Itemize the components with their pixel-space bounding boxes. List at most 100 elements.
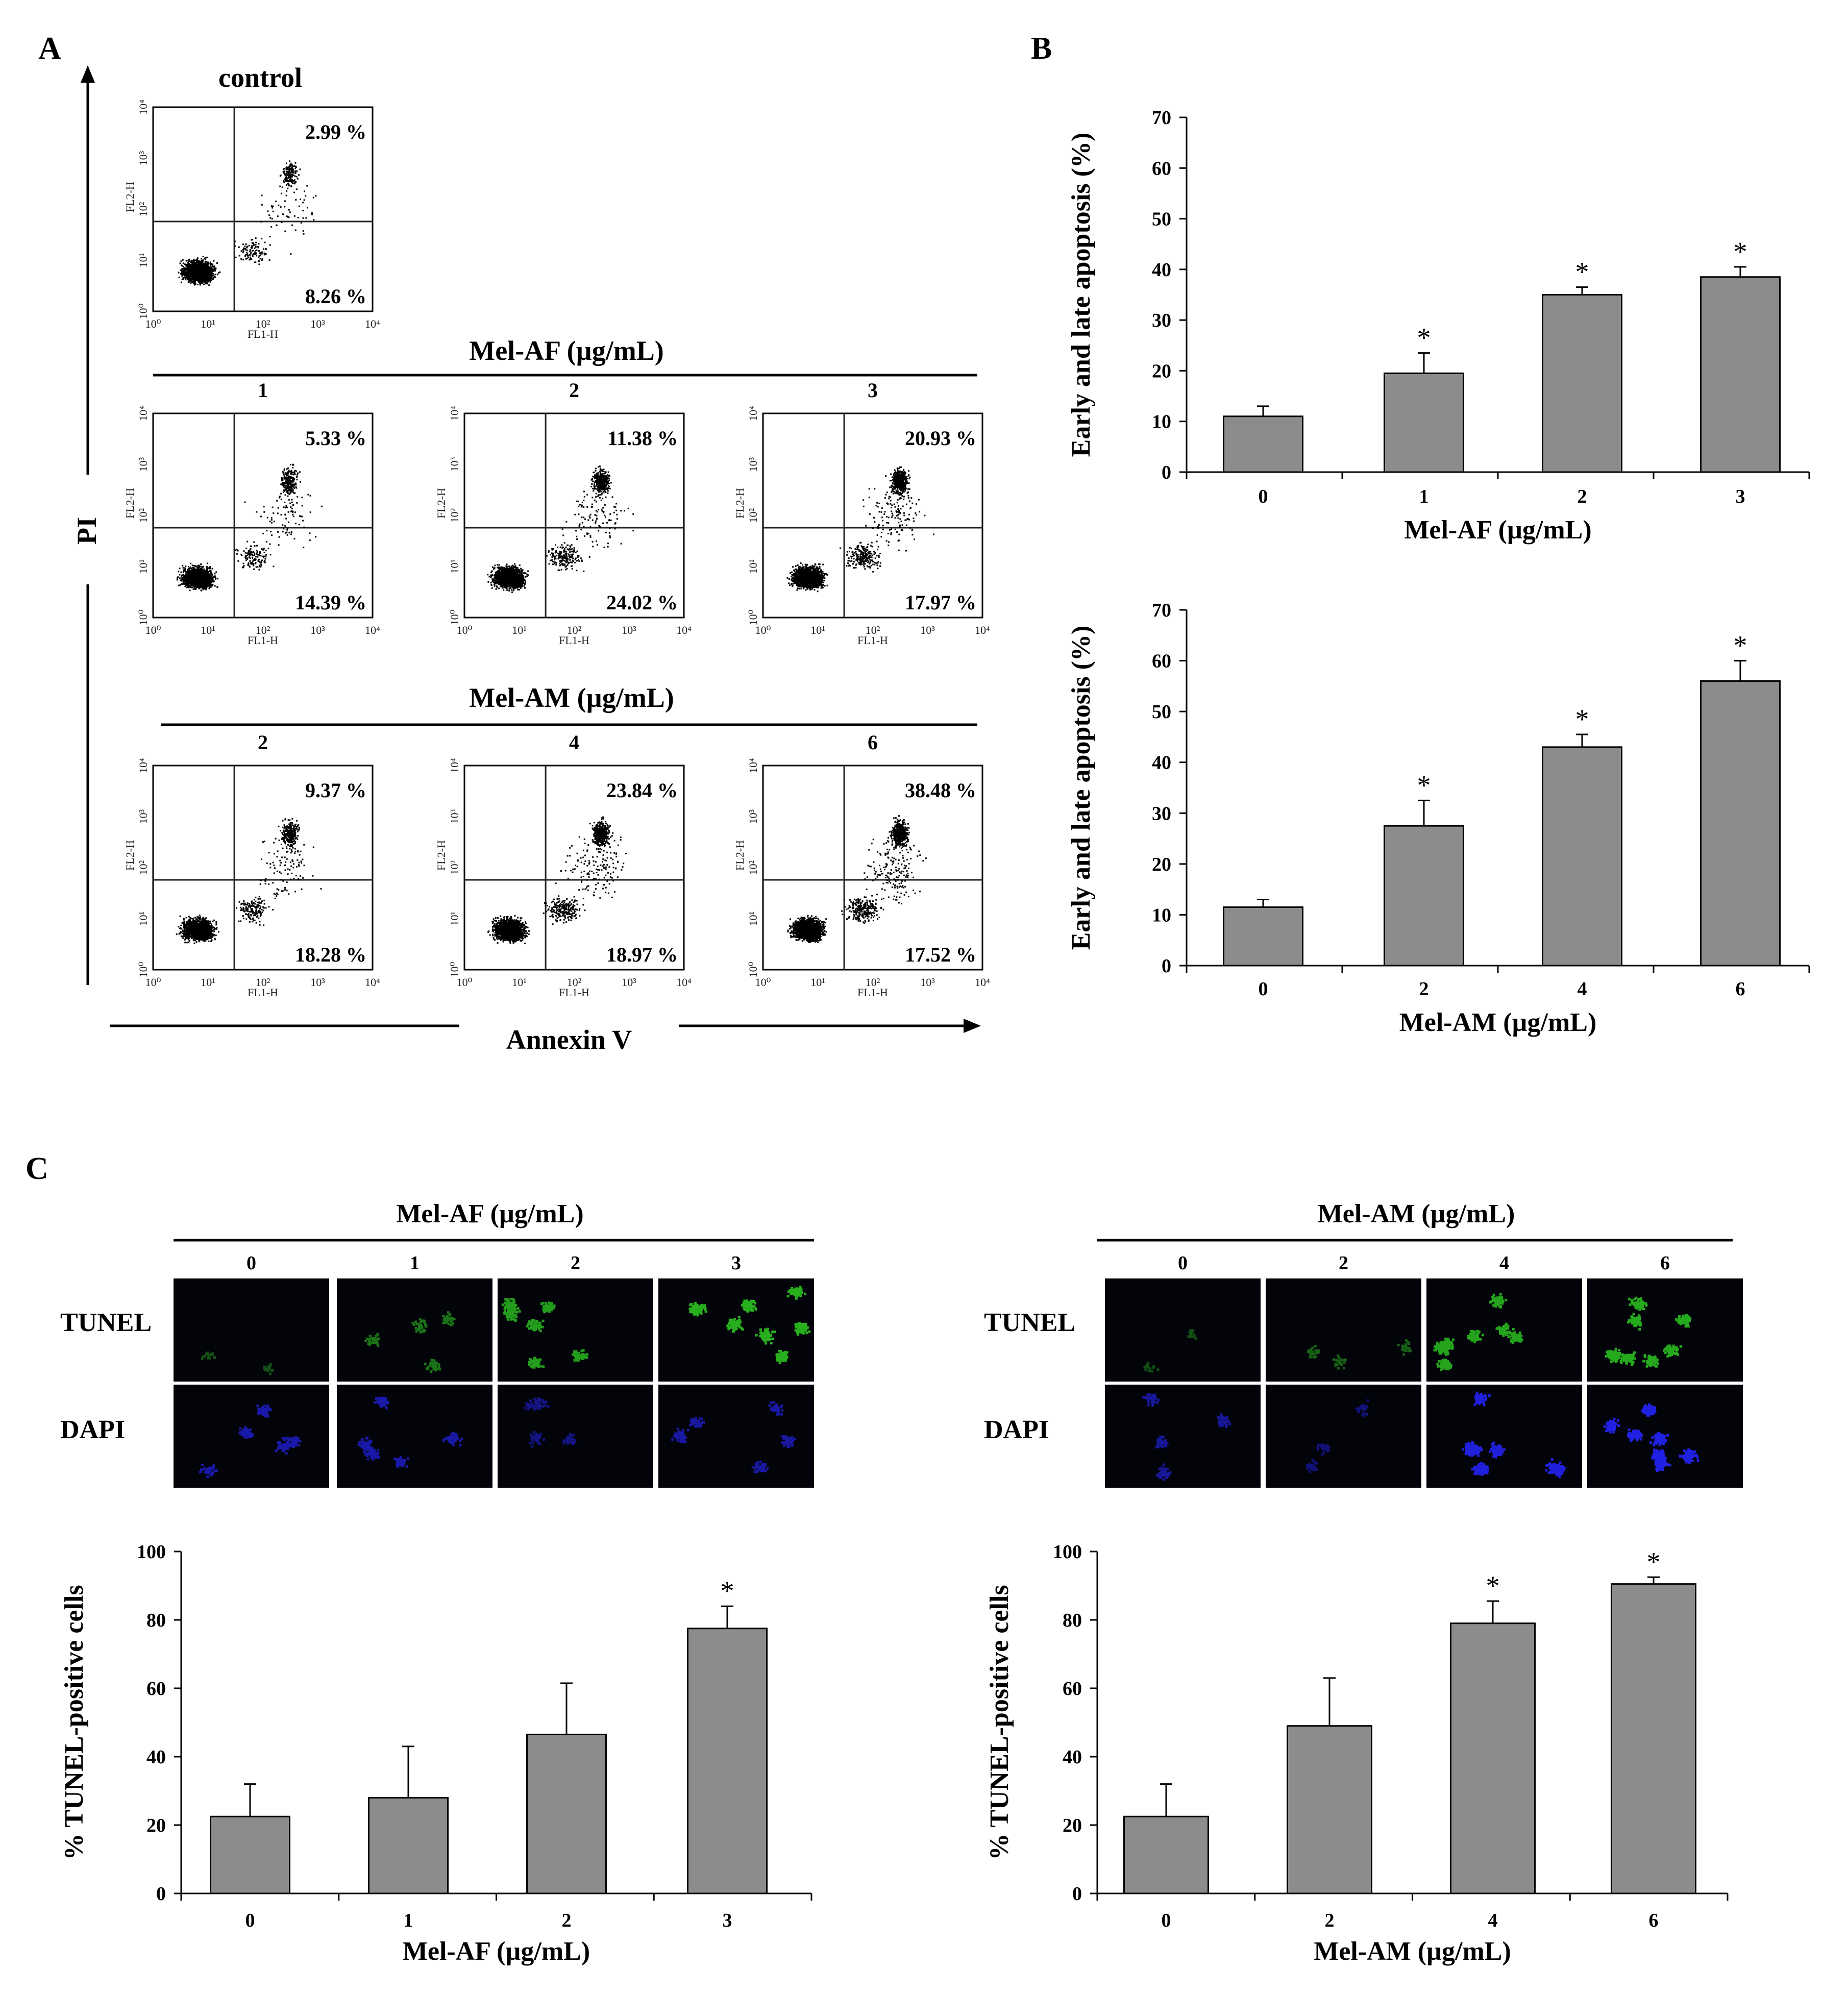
y-tick-label: 80 <box>1063 1610 1082 1631</box>
micro-titles: Mel-AF (µg/mL) Mel-AM (µg/mL) TUNEL DAPI… <box>60 1199 1733 1444</box>
tunel-image-background <box>337 1278 492 1382</box>
flow-x-tick-label: 10¹ <box>810 624 825 636</box>
flow-x-axis-channel: FL1-H <box>559 986 589 999</box>
lower-right-quadrant-percent: 17.52 % <box>905 943 976 966</box>
y-tick-label: 30 <box>1152 803 1171 824</box>
y-tick-label: 10 <box>1152 904 1171 926</box>
flow-plot-events <box>786 466 934 593</box>
flow-y-axis-channel: FL2-H <box>124 840 136 871</box>
y-tick-label: 0 <box>1162 955 1171 977</box>
flow-plot-events <box>176 463 323 592</box>
y-tick-label: 40 <box>1152 259 1171 281</box>
tunel-image-signal <box>1143 1329 1197 1373</box>
y-tick-label: 0 <box>1162 462 1171 483</box>
flow-y-tick-label: 10³ <box>747 809 759 824</box>
dapi-image <box>1266 1385 1421 1488</box>
flow-y-tick-label: 10⁰ <box>448 609 461 625</box>
upper-right-quadrant-percent: 11.38 % <box>607 427 678 450</box>
bar <box>1700 276 1781 473</box>
dapi-image <box>1105 1385 1261 1488</box>
micro-dose-label: 0 <box>247 1252 256 1274</box>
x-tick-label: 6 <box>1736 978 1745 1000</box>
bar <box>1384 825 1464 967</box>
flow-y-tick-label: 10² <box>137 202 150 216</box>
flow-y-tick-label: 10³ <box>448 457 461 472</box>
flow-x-tick-label: 10³ <box>310 976 325 989</box>
y-tick-label: 40 <box>146 1746 166 1768</box>
flow-plot-dose-label: 2 <box>569 379 579 402</box>
bar <box>1450 1622 1536 1894</box>
flow-y-tick-label: 10³ <box>137 151 150 165</box>
control-title: control <box>218 62 302 93</box>
y-tick-label: 60 <box>146 1678 166 1700</box>
x-axis-label: Mel-AM (µg/mL) <box>1399 1008 1597 1037</box>
y-tick-label: 20 <box>146 1815 166 1836</box>
mel-af-title: Mel-AF (µg/mL) <box>469 335 663 366</box>
x-tick-label: 0 <box>1162 1910 1171 1931</box>
flow-plot-dose-label: 6 <box>868 731 878 754</box>
chart-b-bottom: 0 10 20 30 40 50 60 70 0 * 2 * 4 * 6 Early and late apo… <box>1067 600 1810 1037</box>
flow-x-tick-label: 10⁴ <box>676 624 692 636</box>
tunel-image-background <box>1105 1278 1261 1382</box>
dapi-image-signal <box>1603 1403 1699 1472</box>
dapi-image <box>498 1385 653 1488</box>
flow-x-axis-channel: FL1-H <box>857 986 888 999</box>
x-tick-label: 3 <box>1736 486 1745 507</box>
dapi-image-signal <box>1306 1399 1369 1473</box>
flow-y-tick-label: 10¹ <box>137 559 150 574</box>
significance-marker: * <box>1575 704 1589 734</box>
micro-left-title: Mel-AF (µg/mL) <box>396 1199 583 1228</box>
flow-y-tick-label: 10² <box>448 860 461 875</box>
flow-y-tick-label: 10³ <box>137 457 150 472</box>
significance-marker: * <box>1417 770 1431 800</box>
flow-x-tick-label: 10² <box>866 976 880 989</box>
flow-x-tick-label: 10⁴ <box>975 624 990 636</box>
flow-x-axis-channel: FL1-H <box>248 986 278 999</box>
tunel-image <box>658 1278 814 1382</box>
annexin-axis-label: Annexin V <box>506 1024 632 1055</box>
y-tick-label: 20 <box>1063 1815 1082 1836</box>
dapi-image-signal <box>524 1397 577 1448</box>
mel-am-title: Mel-AM (µg/mL) <box>469 682 674 713</box>
upper-right-quadrant-percent: 20.93 % <box>905 427 976 450</box>
flow-y-tick-label: 10⁰ <box>137 609 150 625</box>
tunel-image <box>1105 1278 1261 1382</box>
flow-y-tick-label: 10⁰ <box>137 962 150 977</box>
dapi-image-signal <box>1142 1393 1231 1481</box>
flow-x-tick-label: 10⁴ <box>365 624 380 636</box>
significance-marker: * <box>1647 1546 1661 1577</box>
tunel-image-signal <box>1605 1296 1692 1368</box>
micro-dose-label: 4 <box>1499 1252 1509 1274</box>
flow-plot-events <box>176 818 322 944</box>
significance-marker: * <box>1734 236 1747 267</box>
x-axis-label: Mel-AM (µg/mL) <box>1314 1937 1511 1966</box>
micro-dose-label: 1 <box>410 1252 420 1274</box>
bar <box>1223 415 1303 473</box>
tunel-image-background <box>1587 1278 1743 1382</box>
micro-right-title: Mel-AM (µg/mL) <box>1318 1199 1515 1228</box>
upper-right-quadrant-percent: 38.48 % <box>905 779 976 802</box>
y-tick-label: 50 <box>1152 701 1171 723</box>
y-tick-label: 60 <box>1152 158 1171 179</box>
lower-right-quadrant-percent: 18.97 % <box>606 943 678 966</box>
significance-marker: * <box>1734 630 1747 661</box>
dapi-image-signal <box>199 1404 302 1479</box>
flow-y-axis-channel: FL2-H <box>435 840 448 871</box>
flow-y-tick-label: 10⁴ <box>137 758 150 773</box>
flow-plot-events <box>487 816 627 945</box>
bar <box>1223 906 1303 967</box>
flow-y-tick-label: 10² <box>137 508 150 523</box>
y-tick-label: 60 <box>1063 1678 1082 1700</box>
lower-right-quadrant-percent: 17.97 % <box>905 591 976 614</box>
flow-y-tick-label: 10¹ <box>448 559 461 574</box>
flow-plots: 2.99 %8.26 %10⁰10⁰10¹10¹10²10²10³10³10⁴1… <box>124 100 990 999</box>
flow-x-tick-label: 10³ <box>310 624 325 636</box>
bar <box>1542 294 1622 473</box>
flow-x-tick-label: 10² <box>256 624 270 636</box>
